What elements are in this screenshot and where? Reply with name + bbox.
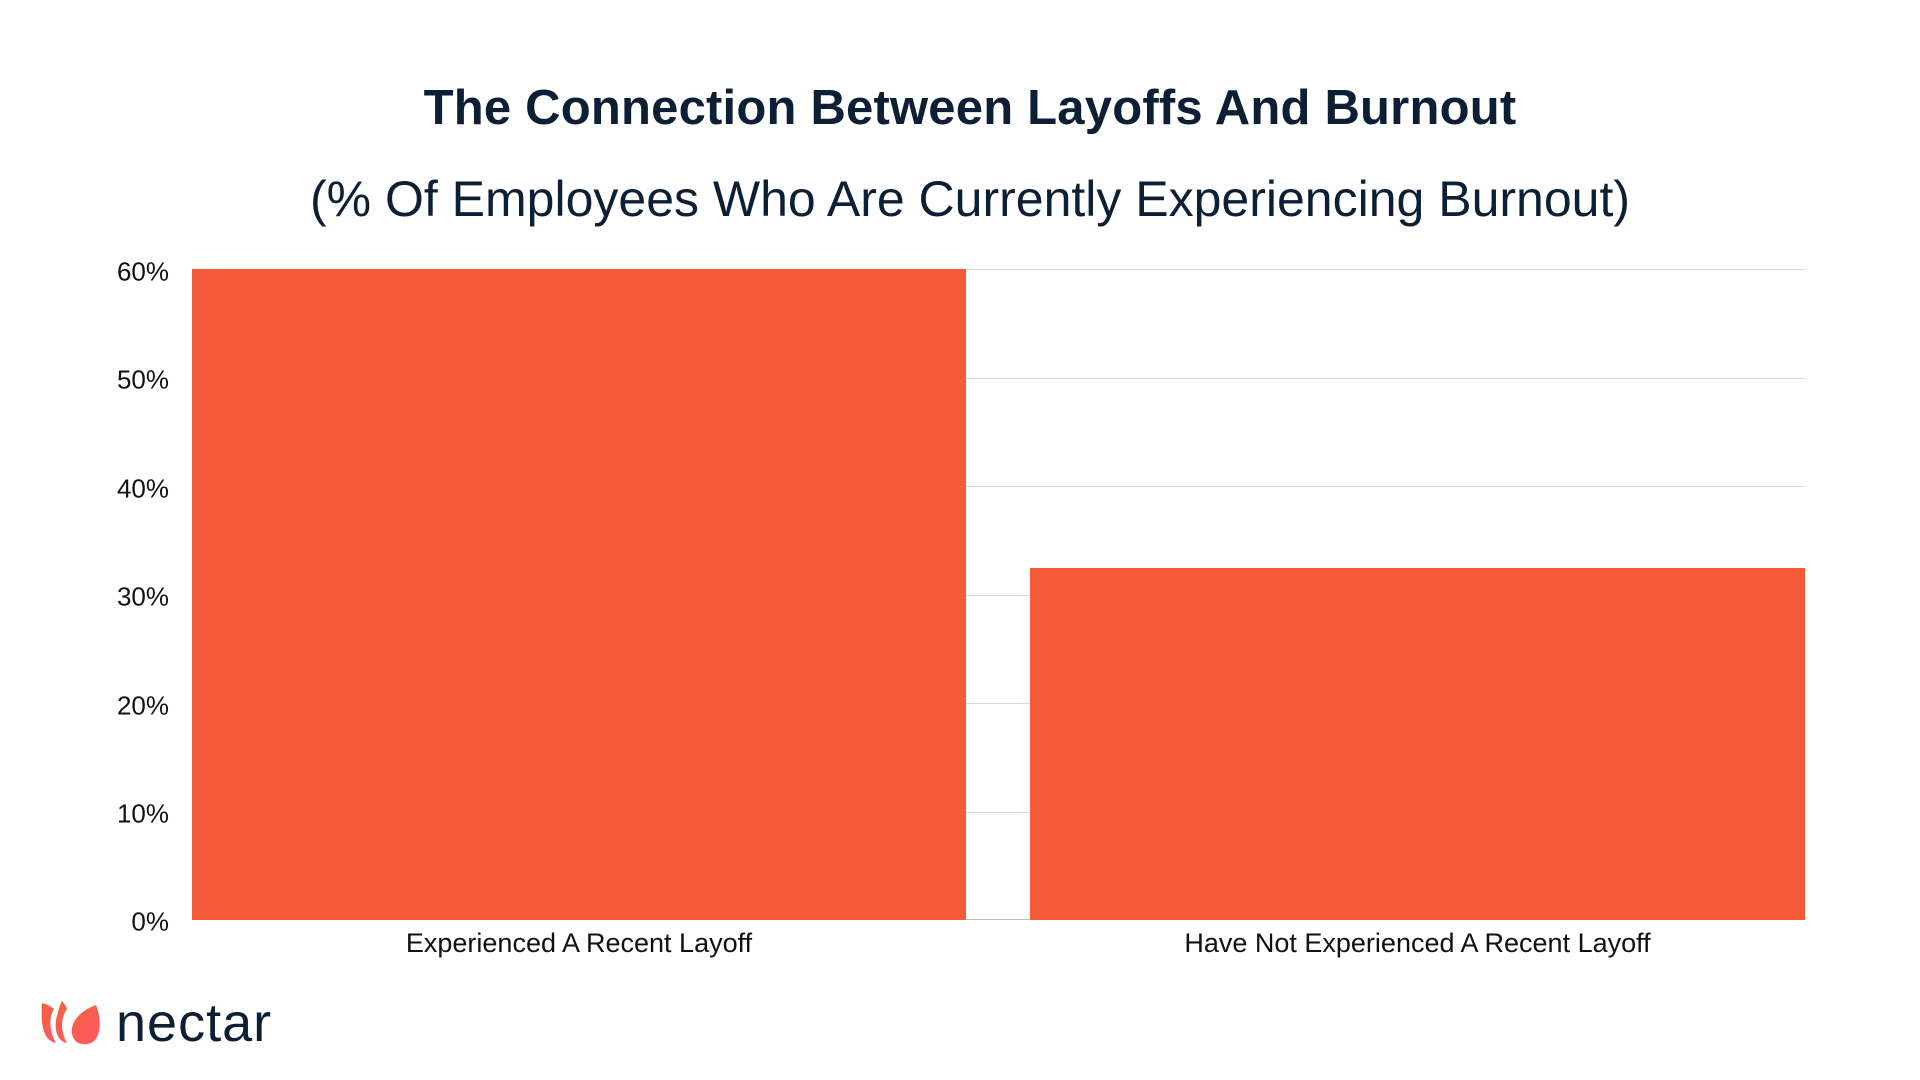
chart-title: The Connection Between Layoffs And Burno…: [423, 81, 1517, 135]
y-tick-50: 50%: [116, 364, 169, 395]
gridline-30: [192, 594, 1805, 596]
axis-baseline: [192, 919, 1805, 920]
y-tick-10: 10%: [116, 798, 169, 829]
brand-name: nectar: [116, 993, 273, 1053]
gridline-40: [192, 486, 1805, 487]
x-label-not-experienced: Have Not Experienced A Recent Layoff: [1184, 928, 1651, 958]
y-tick-0: 0%: [131, 906, 169, 937]
y-tick-60: 60%: [116, 256, 169, 287]
gridline-60: [192, 269, 1805, 270]
nectar-petals-icon: [41, 1001, 100, 1045]
x-label-experienced: Experienced A Recent Layoff: [405, 928, 753, 958]
gridline-10: [192, 811, 1805, 813]
y-tick-30: 30%: [116, 581, 169, 612]
y-tick-40: 40%: [116, 473, 169, 504]
bar-experienced-layoff: [192, 269, 966, 920]
gridline-50: [192, 377, 1805, 379]
plot-area: [192, 269, 1805, 920]
bar-not-experienced-layoff: [1030, 568, 1805, 920]
gridline-20: [192, 703, 1805, 704]
nectar-logo: nectar: [40, 996, 272, 1050]
chart-subtitle: (% Of Employees Who Are Currently Experi…: [310, 171, 1630, 227]
y-tick-20: 20%: [116, 690, 169, 721]
